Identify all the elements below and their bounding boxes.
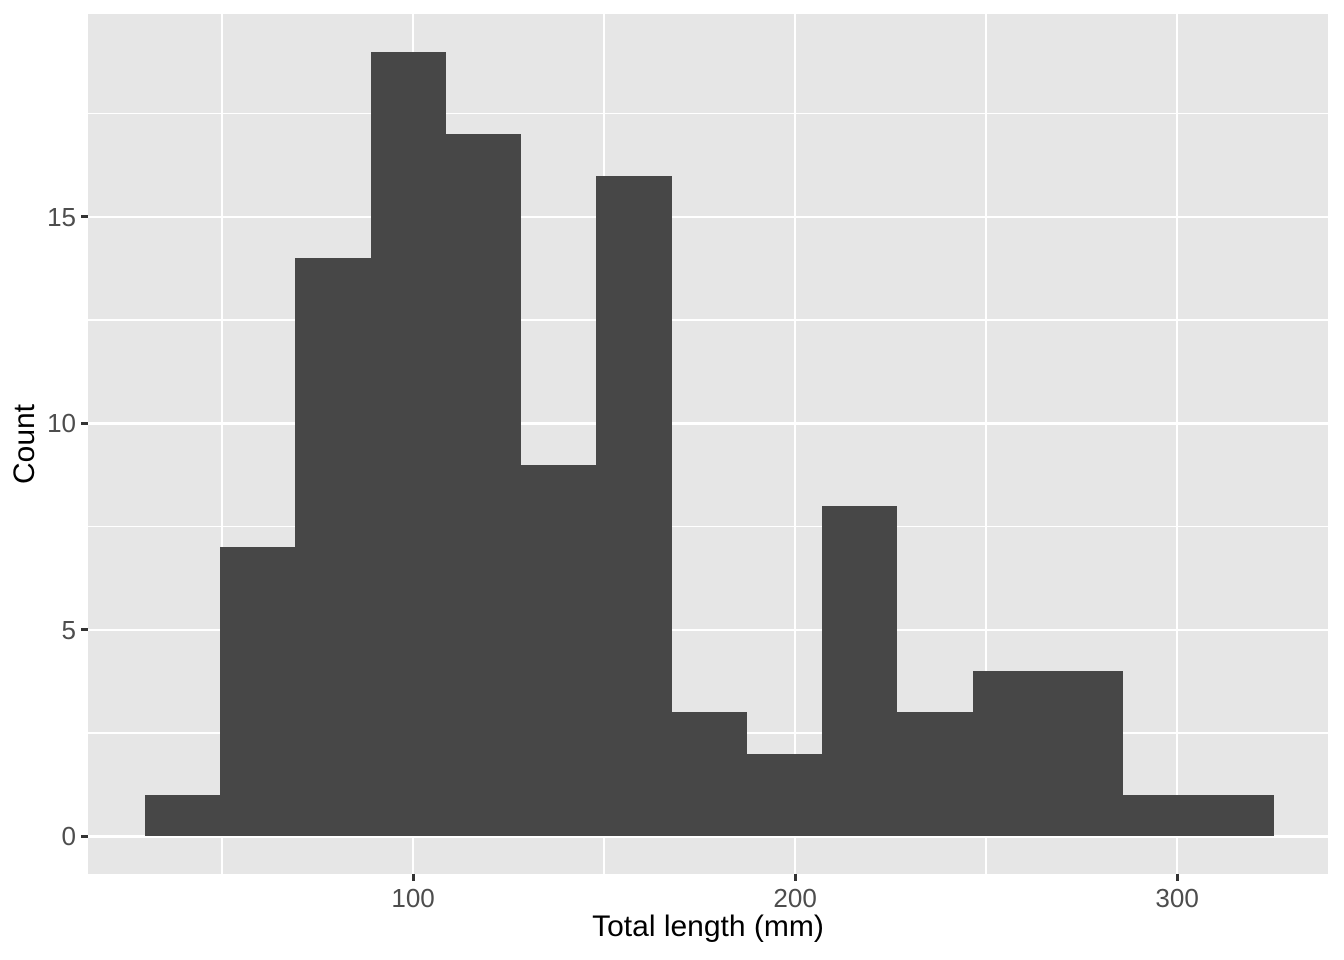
- y-minor-gridline: [88, 525, 1328, 528]
- x-tick-mark: [411, 874, 415, 881]
- y-tick-mark: [81, 215, 88, 219]
- y-axis-title: Count: [8, 403, 41, 485]
- histogram-bar: [145, 795, 220, 836]
- y-tick-label: 5: [61, 614, 76, 645]
- y-minor-gridline: [88, 319, 1328, 321]
- x-minor-gridline: [985, 14, 987, 874]
- x-axis-title: Total length (mm): [592, 910, 824, 943]
- y-tick-mark: [81, 421, 88, 425]
- x-major-gridline: [793, 14, 797, 874]
- histogram-bar: [596, 176, 672, 836]
- x-major-gridline: [1175, 14, 1179, 874]
- histogram-bar: [897, 712, 973, 836]
- histogram-bar: [1198, 795, 1274, 836]
- x-tick-label: 300: [1155, 883, 1199, 913]
- x-minor-gridline: [221, 14, 223, 874]
- histogram-bar: [747, 754, 822, 836]
- y-major-gridline: [88, 835, 1328, 838]
- y-tick-label: 10: [47, 408, 76, 439]
- histogram-bar: [1048, 671, 1123, 836]
- plot-panel: [88, 14, 1328, 874]
- histogram-bar: [295, 258, 371, 836]
- x-tick-label: 200: [773, 883, 817, 913]
- y-minor-gridline: [88, 112, 1328, 115]
- x-tick-label: 100: [391, 883, 435, 913]
- y-tick-mark: [81, 628, 88, 632]
- histogram-bar: [446, 134, 521, 836]
- histogram-bar: [371, 52, 446, 836]
- y-major-gridline: [88, 422, 1328, 425]
- histogram-bar: [822, 506, 897, 836]
- y-tick-label: 15: [47, 201, 76, 232]
- histogram-bar: [220, 547, 295, 836]
- x-tick-mark: [793, 874, 797, 881]
- y-tick-mark: [81, 834, 88, 838]
- histogram-bar: [1123, 795, 1198, 836]
- y-major-gridline: [88, 215, 1328, 218]
- y-tick-label: 0: [61, 821, 76, 852]
- y-major-gridline: [88, 628, 1328, 632]
- x-tick-mark: [1175, 874, 1179, 881]
- histogram-bar: [973, 671, 1048, 836]
- histogram-bar: [672, 712, 747, 836]
- histogram-bar: [521, 465, 596, 836]
